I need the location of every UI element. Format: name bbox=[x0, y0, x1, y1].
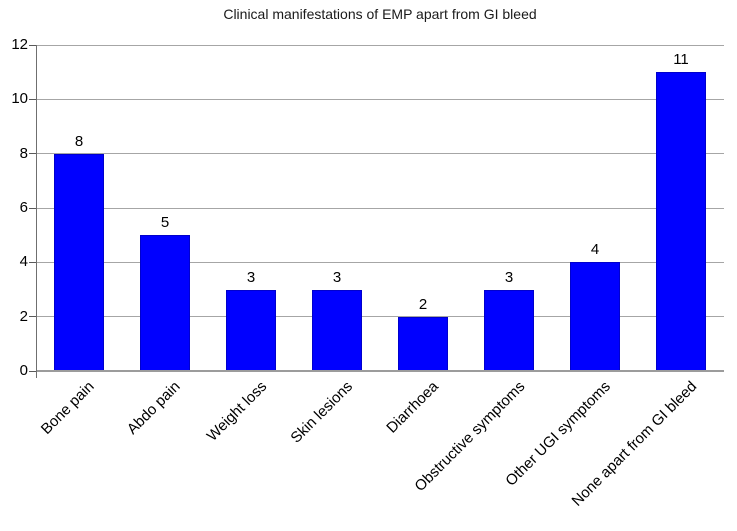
plot-area: 0 2 4 6 8 10 12 8 5 3 3 2 3 4 11 bbox=[11, 36, 724, 379]
bar-value-label: 4 bbox=[590, 241, 600, 259]
bar bbox=[54, 153, 104, 371]
y-tick-label: 4 bbox=[19, 253, 28, 271]
gridline bbox=[36, 98, 724, 100]
bar-value-label: 3 bbox=[246, 268, 256, 286]
y-tick-label: 12 bbox=[11, 36, 28, 53]
category-label: Diarrhoea bbox=[383, 378, 443, 437]
y-tick bbox=[29, 98, 37, 100]
y-tick-label: 2 bbox=[19, 307, 28, 325]
y-tick-label: 8 bbox=[19, 144, 28, 162]
y-tick bbox=[29, 261, 37, 263]
category-label: Skin lesions bbox=[287, 378, 357, 447]
y-tick bbox=[29, 44, 37, 46]
x-axis-line bbox=[36, 370, 724, 372]
category-label: Weight loss bbox=[203, 378, 271, 445]
bar-value-label: 8 bbox=[74, 132, 84, 150]
bar-value-label: 5 bbox=[160, 214, 170, 232]
bar bbox=[570, 262, 620, 371]
y-tick-label: 6 bbox=[19, 199, 28, 216]
chart-title: Clinical manifestations of EMP apart fro… bbox=[223, 6, 537, 22]
bar bbox=[312, 289, 362, 371]
gridline bbox=[36, 153, 724, 155]
y-tick-label: 10 bbox=[11, 90, 28, 108]
bar bbox=[398, 316, 448, 371]
y-tick bbox=[29, 370, 37, 372]
gridline bbox=[36, 44, 724, 46]
gridline bbox=[36, 207, 724, 209]
y-tick bbox=[29, 153, 37, 155]
bar bbox=[226, 289, 276, 371]
y-tick-label: 0 bbox=[19, 362, 28, 379]
category-label: Bone pain bbox=[38, 378, 99, 438]
y-tick bbox=[29, 316, 37, 318]
bar bbox=[656, 72, 706, 371]
bar bbox=[140, 235, 190, 371]
bar bbox=[484, 289, 534, 371]
gridline bbox=[36, 261, 724, 263]
bar-value-label: 3 bbox=[332, 268, 342, 286]
y-axis-line bbox=[36, 45, 37, 378]
bar-value-label: 2 bbox=[418, 295, 428, 313]
category-label: Abdo pain bbox=[124, 378, 185, 438]
gridline bbox=[36, 316, 724, 318]
bar-value-label: 3 bbox=[504, 268, 514, 286]
y-tick bbox=[29, 207, 37, 209]
bar-value-label: 11 bbox=[673, 51, 689, 69]
